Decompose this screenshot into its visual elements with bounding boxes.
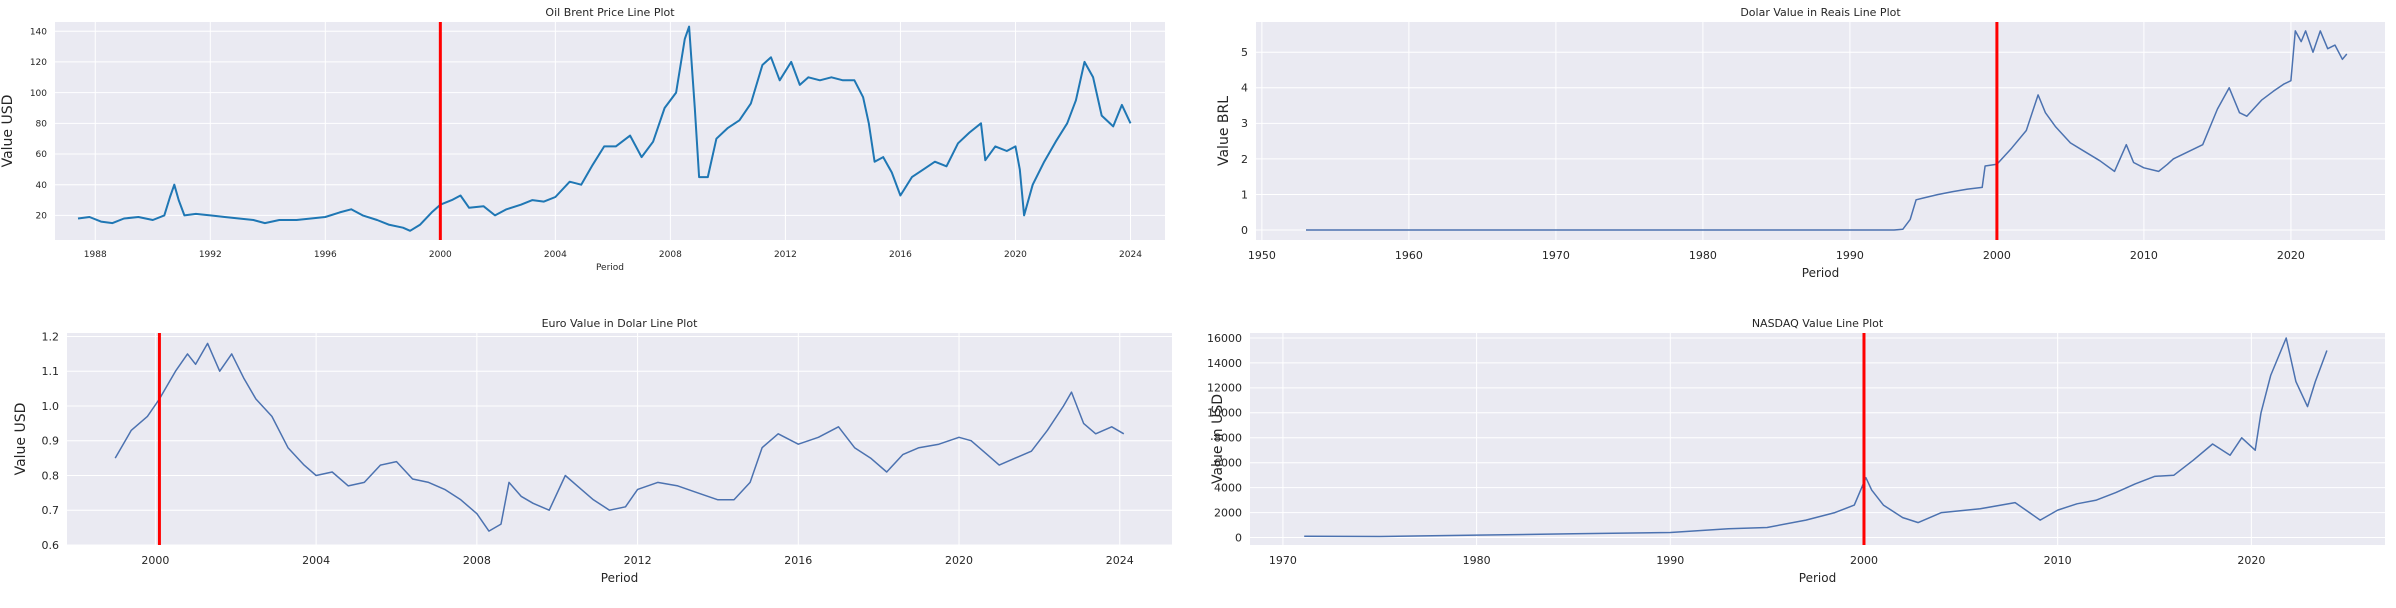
y-tick-label: 0.9 xyxy=(42,435,60,448)
series-line xyxy=(114,342,1125,532)
x-tick-label: 2012 xyxy=(624,554,652,567)
x-tick-label: 1980 xyxy=(1463,554,1491,567)
dolar-reais-chart: 1950 1960 1970 1980 1990 2000 2010 2020 0 1 2 3 4 5 Do… xyxy=(1216,6,2385,280)
y-tick-label: 20 xyxy=(36,212,48,222)
x-tick-label: 2008 xyxy=(659,250,682,260)
y-tick-label: 10000 xyxy=(1207,407,1242,420)
y-axis-label: Value BRL xyxy=(1216,96,1232,166)
oil-brent-chart: 1988 1992 1996 2000 2004 2008 2012 2016 2020 2024… xyxy=(0,6,1165,273)
y-tick-label: 0 xyxy=(1241,224,1248,237)
x-tick-label: 2000 xyxy=(141,554,169,567)
y-tick-label: 80 xyxy=(36,119,48,129)
y-axis-label: Value in USD xyxy=(1210,394,1226,484)
y-tick-label: 1.2 xyxy=(42,330,60,343)
y-tick-label: 0.8 xyxy=(42,469,60,482)
plot-area xyxy=(67,333,1172,545)
x-tick-label: 1996 xyxy=(314,250,337,260)
y-tick-label: 100 xyxy=(30,89,47,99)
x-tick-label: 2020 xyxy=(1004,250,1027,260)
x-tick-label: 2020 xyxy=(945,554,973,567)
chart-title: Euro Value in Dolar Line Plot xyxy=(542,317,699,330)
x-tick-label: 2000 xyxy=(1983,249,2011,262)
y-tick-label: 40 xyxy=(36,181,48,191)
x-tick-label: 1960 xyxy=(1395,249,1423,262)
y-tick-label: 6000 xyxy=(1214,457,1242,470)
x-tick-label: 2004 xyxy=(544,250,567,260)
x-tick-label: 1970 xyxy=(1542,249,1570,262)
x-tick-label: 2012 xyxy=(774,250,797,260)
x-tick-label: 2024 xyxy=(1106,554,1134,567)
x-tick-label: 2020 xyxy=(2277,249,2305,262)
x-tick-label: 2004 xyxy=(302,554,330,567)
y-axis-label: Value USD xyxy=(0,95,16,168)
y-tick-label: 1.1 xyxy=(42,365,60,378)
y-tick-label: 0 xyxy=(1235,531,1242,544)
x-tick-label: 2020 xyxy=(2237,554,2265,567)
y-tick-label: 1.0 xyxy=(42,400,60,413)
y-tick-label: 4 xyxy=(1241,82,1248,95)
y-tick-label: 120 xyxy=(30,58,47,68)
x-tick-label: 2010 xyxy=(2044,554,2072,567)
x-axis-label: Period xyxy=(596,263,624,273)
y-tick-label: 0.6 xyxy=(42,539,60,552)
x-axis-label: Period xyxy=(601,571,638,585)
y-tick-label: 12000 xyxy=(1207,382,1242,395)
y-tick-label: 5 xyxy=(1241,46,1248,59)
chart-title: Oil Brent Price Line Plot xyxy=(545,6,675,19)
series-line xyxy=(1304,337,2328,538)
series-line xyxy=(77,25,1132,232)
plot-area xyxy=(55,22,1165,240)
y-tick-label: 14000 xyxy=(1207,357,1242,370)
x-tick-label: 1980 xyxy=(1689,249,1717,262)
chart-title: Dolar Value in Reais Line Plot xyxy=(1740,6,1901,19)
chart-title: NASDAQ Value Line Plot xyxy=(1752,317,1884,330)
y-tick-label: 16000 xyxy=(1207,332,1242,345)
x-tick-label: 1992 xyxy=(199,250,222,260)
x-axis-label: Period xyxy=(1799,571,1836,585)
y-axis-label: Value USD xyxy=(13,403,29,476)
x-tick-label: 1990 xyxy=(1656,554,1684,567)
x-tick-label: 2000 xyxy=(1850,554,1878,567)
x-tick-label: 2016 xyxy=(889,250,912,260)
euro-dolar-chart: 2000 2004 2008 2012 2016 2020 2024 0.6 0.7 0.8 0.9… xyxy=(13,317,1172,585)
x-tick-label: 1950 xyxy=(1248,249,1276,262)
y-tick-label: 140 xyxy=(30,27,47,37)
nasdaq-chart: 1970 1980 1990 2000 2010 2020 0 2000 4000 6000 800… xyxy=(1207,317,2385,585)
plot-area xyxy=(1256,22,2385,240)
x-axis-label: Period xyxy=(1802,266,1839,280)
y-tick-label: 3 xyxy=(1241,117,1248,130)
x-tick-label: 2024 xyxy=(1119,250,1142,260)
x-tick-label: 1990 xyxy=(1836,249,1864,262)
x-tick-label: 2010 xyxy=(2130,249,2158,262)
y-tick-label: 4000 xyxy=(1214,481,1242,494)
y-tick-label: 60 xyxy=(36,150,48,160)
x-tick-label: 1988 xyxy=(84,250,107,260)
series-line xyxy=(1306,30,2348,231)
plot-area xyxy=(1250,333,2385,545)
y-tick-label: 2000 xyxy=(1214,506,1242,519)
y-tick-label: 1 xyxy=(1241,188,1248,201)
x-tick-label: 2016 xyxy=(784,554,812,567)
y-tick-label: 8000 xyxy=(1214,432,1242,445)
y-tick-label: 0.7 xyxy=(42,504,60,517)
y-tick-label: 2 xyxy=(1241,153,1248,166)
x-tick-label: 1970 xyxy=(1269,554,1297,567)
x-tick-label: 2000 xyxy=(429,250,452,260)
x-tick-label: 2008 xyxy=(463,554,491,567)
